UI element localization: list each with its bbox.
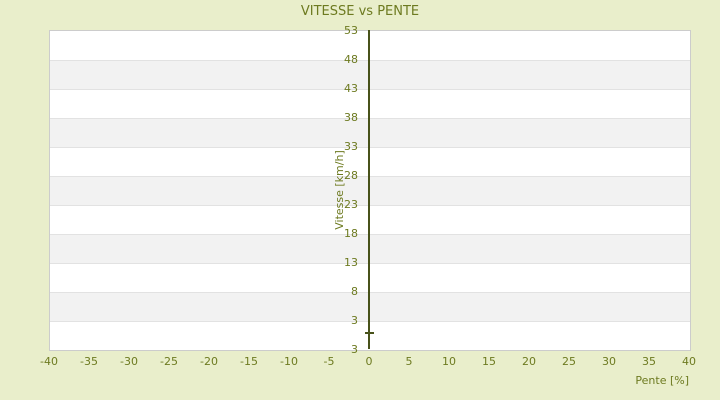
x-tick-label: 35 bbox=[642, 355, 656, 368]
x-tick-label: -40 bbox=[40, 355, 58, 368]
y-tick-label: 23 bbox=[344, 198, 358, 211]
y-tick-label: 38 bbox=[344, 111, 358, 124]
plot-band bbox=[50, 118, 690, 147]
gridline bbox=[50, 89, 690, 90]
plot-band bbox=[50, 292, 690, 321]
plot-band bbox=[50, 31, 690, 60]
x-tick-label: -35 bbox=[80, 355, 98, 368]
gridline bbox=[50, 60, 690, 61]
x-tick-label: -30 bbox=[120, 355, 138, 368]
plot-band bbox=[50, 321, 690, 350]
x-tick-label: 30 bbox=[602, 355, 616, 368]
y-tick-label: 3 bbox=[351, 343, 358, 356]
plot-band bbox=[50, 147, 690, 176]
x-axis-title: Pente [%] bbox=[635, 374, 689, 387]
y-tick-label: 28 bbox=[344, 169, 358, 182]
x-tick-label: 20 bbox=[522, 355, 536, 368]
y-tick-label: 43 bbox=[344, 82, 358, 95]
y-tick-label: 3 bbox=[351, 314, 358, 327]
x-tick-label: -20 bbox=[200, 355, 218, 368]
y-tick-label: 48 bbox=[344, 53, 358, 66]
plot-band bbox=[50, 176, 690, 205]
plot-band bbox=[50, 60, 690, 89]
gridline bbox=[50, 263, 690, 264]
gridline bbox=[50, 205, 690, 206]
data-point-marker bbox=[365, 332, 374, 335]
y-tick-label: 18 bbox=[344, 227, 358, 240]
x-tick-label: -5 bbox=[323, 355, 335, 368]
x-tick-label: -10 bbox=[280, 355, 298, 368]
gridline bbox=[50, 321, 690, 322]
y-tick-label: 53 bbox=[344, 24, 358, 37]
x-tick-label: 0 bbox=[365, 355, 373, 368]
gridline bbox=[50, 292, 690, 293]
y-axis-line bbox=[368, 30, 370, 349]
gridline bbox=[50, 118, 690, 119]
y-tick-label: 33 bbox=[344, 140, 358, 153]
x-tick-label: 5 bbox=[405, 355, 413, 368]
plot-band bbox=[50, 263, 690, 292]
gridline bbox=[50, 234, 690, 235]
plot-area bbox=[49, 30, 691, 351]
x-tick-label: -15 bbox=[240, 355, 258, 368]
gridline bbox=[50, 147, 690, 148]
y-tick-label: 13 bbox=[344, 256, 358, 269]
x-tick-label: 40 bbox=[682, 355, 696, 368]
x-tick-label: 10 bbox=[442, 355, 456, 368]
x-tick-label: 25 bbox=[562, 355, 576, 368]
x-tick-label: 15 bbox=[482, 355, 496, 368]
chart-title: VITESSE vs PENTE bbox=[300, 4, 420, 19]
gridline bbox=[50, 176, 690, 177]
plot-band bbox=[50, 205, 690, 234]
x-tick-label: -25 bbox=[160, 355, 178, 368]
y-tick-label: 8 bbox=[351, 285, 358, 298]
plot-band bbox=[50, 234, 690, 263]
plot-band bbox=[50, 89, 690, 118]
